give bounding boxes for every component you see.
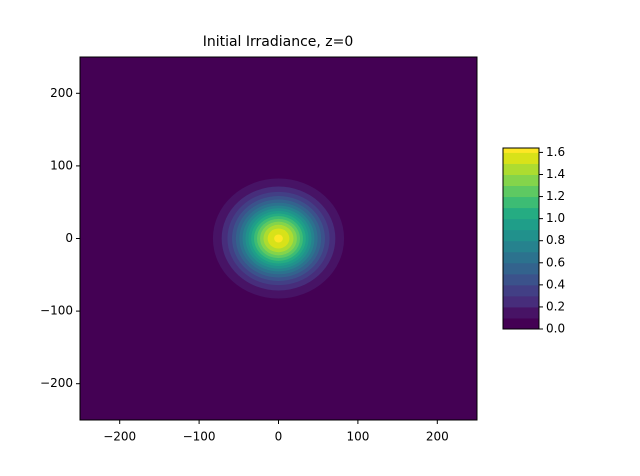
colorbar-tick-label: 0.0 <box>546 322 565 336</box>
colorbar-band <box>503 295 539 308</box>
colorbar-band <box>503 152 539 164</box>
colorbar-band <box>503 240 539 253</box>
colorbar-band <box>503 148 539 153</box>
colorbar-tick-label: 0.2 <box>546 299 565 313</box>
colorbar-tick-label: 1.2 <box>546 189 565 203</box>
colorbar-band <box>503 218 539 231</box>
colorbar-band <box>503 306 539 319</box>
colorbar-band <box>503 262 539 275</box>
x-tick-label: −100 <box>183 430 216 444</box>
y-tick-label: 0 <box>65 231 73 245</box>
y-tick-label: −100 <box>40 304 73 318</box>
colorbar-tick-label: 1.0 <box>546 211 565 225</box>
y-tick-label: 200 <box>50 86 73 100</box>
x-tick-label: 100 <box>346 430 369 444</box>
colorbar-tick-label: 1.4 <box>546 167 565 181</box>
colorbar-tick-label: 0.4 <box>546 277 565 291</box>
colorbar-band <box>503 196 539 209</box>
x-tick-label: 200 <box>426 430 449 444</box>
colorbar-band <box>503 185 539 198</box>
colorbar-band <box>503 229 539 242</box>
chart-title: Initial Irradiance, z=0 <box>203 34 354 50</box>
colorbar-band <box>503 317 539 330</box>
contour-band <box>274 234 283 243</box>
colorbar-band <box>503 273 539 286</box>
colorbar-band <box>503 284 539 297</box>
colorbar-frame <box>502 147 540 330</box>
y-tick-label: 100 <box>50 158 73 172</box>
x-tick-label: −200 <box>103 430 136 444</box>
colorbar-tick-label: 0.6 <box>546 255 565 269</box>
colorbar-band <box>503 207 539 220</box>
colorbar-tick-label: 1.6 <box>546 145 565 159</box>
y-tick-label: −200 <box>40 376 73 390</box>
colorbar-band <box>503 174 539 187</box>
colorbar-tick-label: 0.8 <box>546 233 565 247</box>
colorbar-band <box>503 251 539 264</box>
plot-area <box>80 57 477 420</box>
colorbar-band <box>503 163 539 175</box>
x-tick-label: 0 <box>275 430 283 444</box>
